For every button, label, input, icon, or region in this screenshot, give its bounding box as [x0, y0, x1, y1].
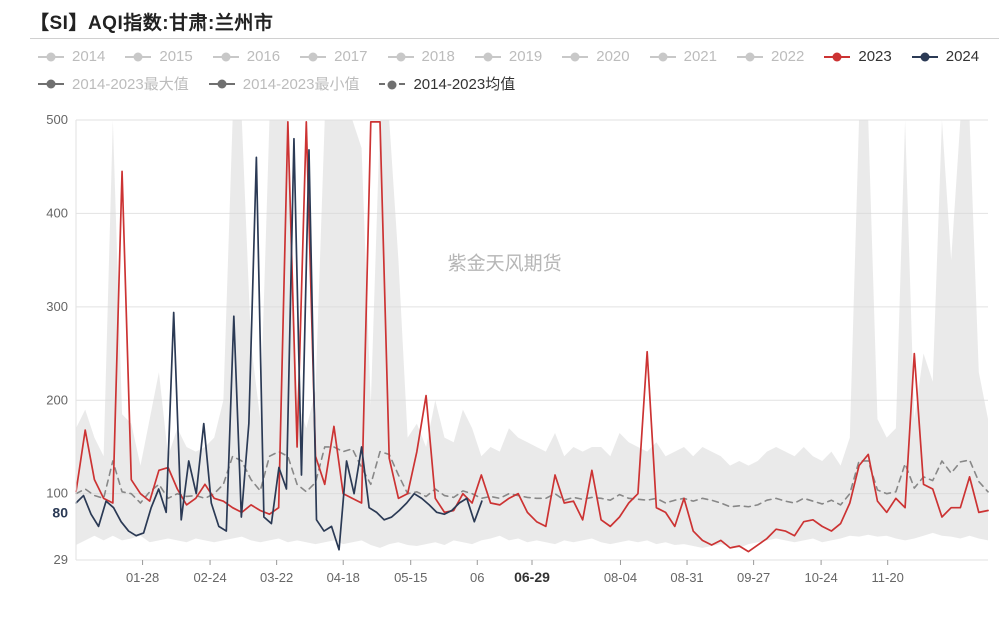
- legend-label-y2020: 2020: [596, 48, 629, 65]
- legend-item-y2024[interactable]: 2024: [912, 48, 979, 65]
- x-tick-label: 02-24: [193, 570, 226, 585]
- legend-swatch-y2021: [650, 56, 676, 58]
- legend-item-y2023[interactable]: 2023: [824, 48, 891, 65]
- legend-item-avg[interactable]: 2014-2023均值: [379, 73, 515, 94]
- x-tick-label: 11-20: [872, 570, 904, 585]
- legend-item-y2020[interactable]: 2020: [562, 48, 629, 65]
- legend-swatch-y2018: [388, 56, 414, 58]
- x-tick-label: 08-31: [670, 570, 703, 585]
- x-tick-label: 06: [470, 570, 484, 585]
- legend-label-y2014: 2014: [72, 48, 105, 65]
- legend-item-y2017[interactable]: 2017: [300, 48, 367, 65]
- legend-label-y2023: 2023: [858, 48, 891, 65]
- legend-label-y2019: 2019: [509, 48, 542, 65]
- legend-swatch-avg: [379, 83, 405, 85]
- legend-item-min[interactable]: 2014-2023最小值: [209, 73, 360, 94]
- legend-swatch-y2015: [125, 56, 151, 58]
- chart-area: 29 100 200 300 400 500 80 紫金天风期货 01-28 02-24 03-22…: [0, 110, 1001, 610]
- legend-item-y2016[interactable]: 2016: [213, 48, 280, 65]
- legend-swatch-y2019: [475, 56, 501, 58]
- y-tick-label-marker: 80: [52, 504, 68, 520]
- legend-label-y2024: 2024: [946, 48, 979, 65]
- legend-item-y2019[interactable]: 2019: [475, 48, 542, 65]
- legend-label-max: 2014-2023最大值: [72, 73, 189, 94]
- y-tick-label: 200: [46, 392, 68, 407]
- legend-label-y2016: 2016: [247, 48, 280, 65]
- legend-label-y2015: 2015: [159, 48, 192, 65]
- x-tick-label: 01-28: [126, 570, 159, 585]
- x-tick-label: 06-29: [514, 569, 550, 585]
- chart-svg: 29 100 200 300 400 500 80 紫金天风期货 01-28 02-24 03-22…: [0, 110, 1001, 610]
- legend-label-y2017: 2017: [334, 48, 367, 65]
- title-divider: [30, 38, 999, 39]
- legend-item-y2018[interactable]: 2018: [388, 48, 455, 65]
- range-band: [76, 120, 988, 548]
- x-tick-label: 05-15: [394, 570, 427, 585]
- legend-swatch-y2016: [213, 56, 239, 58]
- x-tick-label: 08-04: [604, 570, 637, 585]
- chart-legend: 2014 2015 2016 2017 2018 2019 2020 2021 2022 2023…: [38, 48, 999, 102]
- legend-swatch-min: [209, 83, 235, 85]
- legend-swatch-y2024: [912, 56, 938, 58]
- y-tick-label: 500: [46, 112, 68, 127]
- legend-swatch-y2020: [562, 56, 588, 58]
- legend-swatch-y2017: [300, 56, 326, 58]
- x-tick-label: 03-22: [260, 570, 293, 585]
- y-tick-label: 100: [46, 486, 68, 501]
- x-tick-label: 09-27: [737, 570, 770, 585]
- legend-item-y2015[interactable]: 2015: [125, 48, 192, 65]
- legend-label-y2022: 2022: [771, 48, 804, 65]
- legend-swatch-max: [38, 83, 64, 85]
- y-tick-label: 300: [46, 299, 68, 314]
- legend-item-y2021[interactable]: 2021: [650, 48, 717, 65]
- legend-item-max[interactable]: 2014-2023最大值: [38, 73, 189, 94]
- page-title: 【SI】AQI指数:甘肃:兰州市: [30, 8, 273, 35]
- legend-swatch-y2014: [38, 56, 64, 58]
- x-tick-label: 10-24: [804, 570, 837, 585]
- legend-item-y2022[interactable]: 2022: [737, 48, 804, 65]
- legend-swatch-y2023: [824, 56, 850, 58]
- x-tick-label: 04-18: [327, 570, 360, 585]
- watermark: 紫金天风期货: [448, 253, 562, 275]
- legend-label-y2018: 2018: [422, 48, 455, 65]
- legend-label-y2021: 2021: [684, 48, 717, 65]
- y-tick-label: 400: [46, 205, 68, 220]
- legend-swatch-y2022: [737, 56, 763, 58]
- y-tick-label: 29: [54, 552, 68, 567]
- legend-label-avg: 2014-2023均值: [413, 73, 515, 94]
- legend-item-y2014[interactable]: 2014: [38, 48, 105, 65]
- legend-label-min: 2014-2023最小值: [243, 73, 360, 94]
